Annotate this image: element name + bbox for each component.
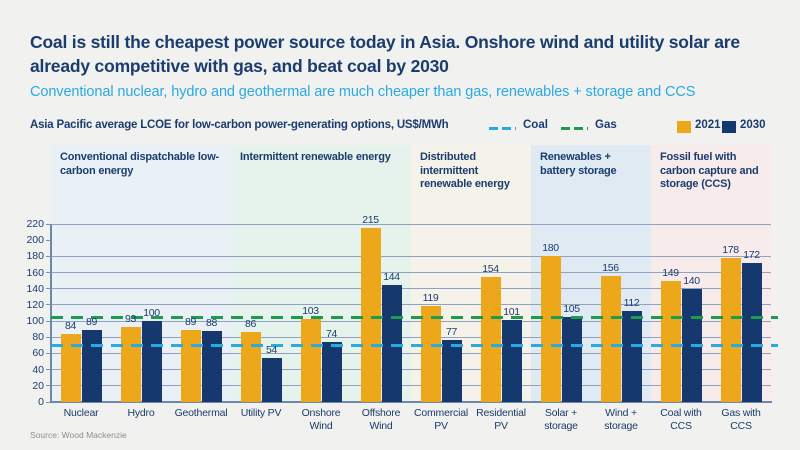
- gas-line-legend-icon: [561, 127, 588, 130]
- value-label-2030-utility-pv: 54: [250, 344, 294, 356]
- x-axis-label-solar-storage: Solar + storage: [531, 407, 591, 433]
- bar-2030-commercial-pv: [442, 340, 462, 402]
- y-axis-label-200: 200: [10, 234, 44, 246]
- bar-2030-hydro: [142, 321, 162, 402]
- coal-line-legend-icon: [489, 127, 516, 130]
- legend-2021-swatch: [677, 121, 691, 133]
- y-axis-label-100: 100: [10, 315, 44, 327]
- x-axis-label-nuclear: Nuclear: [51, 407, 111, 420]
- bar-2030-geothermal: [202, 331, 222, 402]
- value-label-2030-geothermal: 88: [190, 317, 234, 329]
- value-label-2021-solar-storage: 180: [529, 242, 573, 254]
- x-axis-label-hydro: Hydro: [111, 407, 171, 420]
- value-label-2021-utility-pv: 86: [229, 318, 273, 330]
- value-label-2030-offshore-wind: 144: [370, 271, 414, 283]
- y-axis-label-60: 60: [10, 347, 44, 359]
- bar-2021-coal-with-ccs: [661, 281, 681, 402]
- bar-2021-geothermal: [181, 330, 201, 402]
- legend-2030-label: 2030: [740, 119, 766, 131]
- bar-2021-gas-with-ccs: [721, 258, 741, 402]
- y-axis-label-120: 120: [10, 299, 44, 311]
- bar-2021-residential-pv: [481, 277, 501, 402]
- bar-2021-commercial-pv: [421, 306, 441, 402]
- value-label-2030-coal-with-ccs: 140: [670, 275, 714, 287]
- x-axis-label-gas-with-ccs: Gas with CCS: [711, 407, 771, 433]
- value-label-2030-solar-storage: 105: [550, 303, 594, 315]
- y-axis-label-0: 0: [10, 396, 44, 408]
- x-axis-label-wind-storage: Wind + storage: [591, 407, 651, 433]
- value-label-2030-residential-pv: 101: [490, 306, 534, 318]
- bar-2030-gas-with-ccs: [742, 263, 762, 402]
- y-axis-label-20: 20: [10, 380, 44, 392]
- bar-2030-wind-storage: [622, 311, 642, 402]
- legend-2021-label: 2021: [695, 119, 721, 131]
- bar-2021-solar-storage: [541, 256, 561, 402]
- y-axis-label-80: 80: [10, 331, 44, 343]
- y-axis-label-140: 140: [10, 283, 44, 295]
- gridline-180: [51, 256, 771, 257]
- bar-2021-utility-pv: [241, 332, 261, 402]
- value-label-2030-hydro: 100: [130, 307, 174, 319]
- y-axis-line: [50, 224, 52, 402]
- x-axis-label-commercial-pv: Commercial PV: [411, 407, 471, 433]
- value-label-2021-wind-storage: 156: [589, 262, 633, 274]
- bar-2030-solar-storage: [562, 317, 582, 402]
- value-label-2030-wind-storage: 112: [610, 297, 654, 309]
- bar-2030-residential-pv: [502, 320, 522, 402]
- source-note: Source: Wood Mackenzie: [30, 430, 127, 440]
- y-axis-label-180: 180: [10, 250, 44, 262]
- x-axis-label-onshore-wind: Onshore Wind: [291, 407, 351, 433]
- gridline-220: [51, 224, 771, 225]
- bar-2030-utility-pv: [262, 358, 282, 402]
- group-header-5: Fossil fuel with carbon capture and stor…: [660, 151, 767, 192]
- x-axis-label-coal-with-ccs: Coal with CCS: [651, 407, 711, 433]
- group-header-3: Distributed intermittent renewable energ…: [420, 151, 527, 192]
- chart-title: Asia Pacific average LCOE for low-carbon…: [30, 119, 480, 131]
- coal-reference-line: [51, 344, 778, 347]
- value-label-2030-commercial-pv: 77: [430, 326, 474, 338]
- value-label-2030-nuclear: 89: [70, 316, 114, 328]
- value-label-2021-commercial-pv: 119: [409, 292, 453, 304]
- x-axis-label-residential-pv: Residential PV: [471, 407, 531, 433]
- y-axis-label-160: 160: [10, 267, 44, 279]
- bar-2021-hydro: [121, 327, 141, 402]
- value-label-2021-onshore-wind: 103: [289, 305, 333, 317]
- value-label-2030-onshore-wind: 74: [310, 328, 354, 340]
- y-axis-label-40: 40: [10, 364, 44, 376]
- value-label-2021-residential-pv: 154: [469, 263, 513, 275]
- value-label-2021-offshore-wind: 215: [349, 214, 393, 226]
- bar-2021-wind-storage: [601, 276, 621, 402]
- page-title: Coal is still the cheapest power source …: [30, 30, 772, 78]
- legend-2030-swatch: [722, 121, 736, 133]
- bar-2030-nuclear: [82, 330, 102, 402]
- value-label-2030-gas-with-ccs: 172: [730, 249, 774, 261]
- page-subtitle: Conventional nuclear, hydro and geotherm…: [30, 84, 770, 100]
- group-header-2: Intermittent renewable energy: [240, 151, 407, 165]
- legend-coal-label: Coal: [523, 119, 548, 131]
- legend-gas-label: Gas: [595, 119, 617, 131]
- y-axis-label-220: 220: [10, 218, 44, 230]
- x-axis-label-utility-pv: Utility PV: [231, 407, 291, 420]
- x-axis-label-offshore-wind: Offshore Wind: [351, 407, 411, 433]
- group-header-4: Renewables + battery storage: [540, 151, 647, 178]
- bar-2030-onshore-wind: [322, 342, 342, 402]
- x-axis-label-geothermal: Geothermal: [171, 407, 231, 420]
- group-header-1: Conventional dispatchable low-carbon ene…: [60, 151, 227, 178]
